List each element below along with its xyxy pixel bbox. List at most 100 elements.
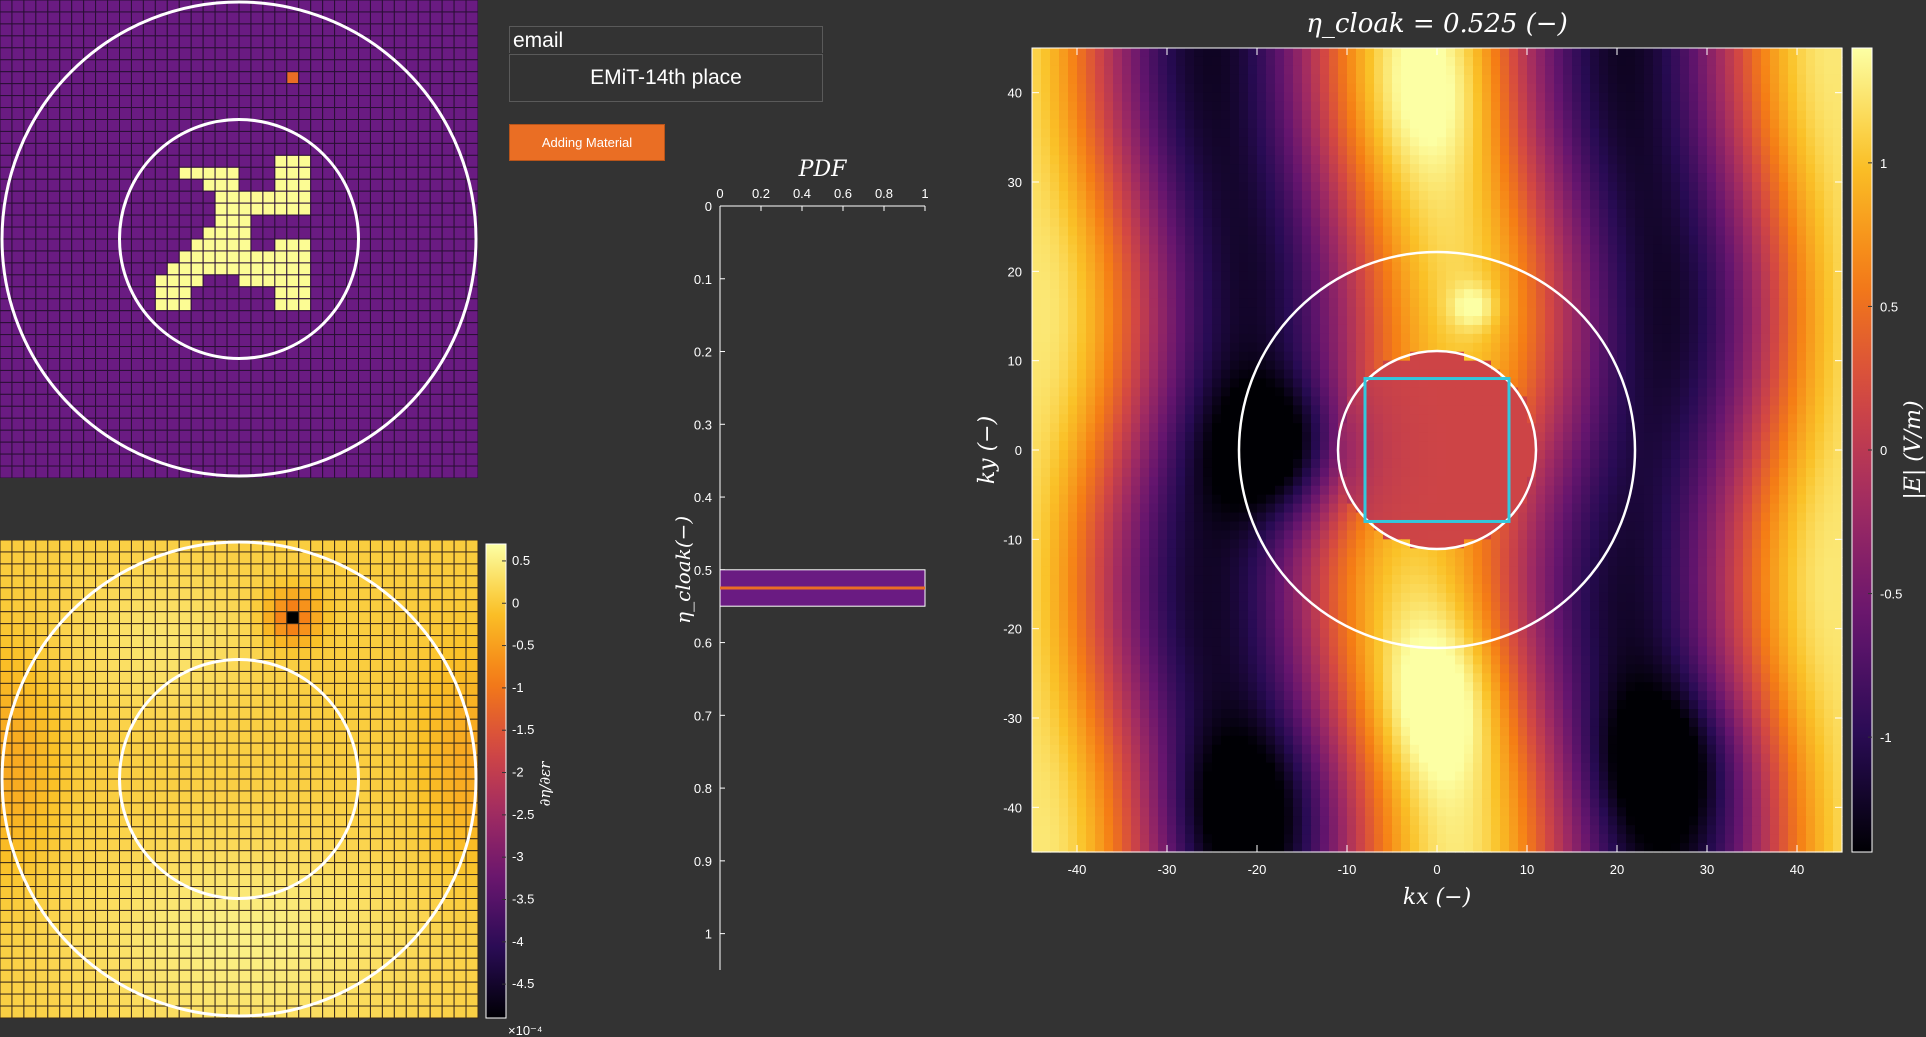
grid-cell[interactable] (441, 250, 455, 264)
grid-cell[interactable] (11, 35, 25, 49)
grid-cell[interactable] (11, 274, 25, 288)
grid-cell[interactable] (417, 441, 431, 455)
grid-cell[interactable] (310, 405, 324, 419)
grid-cell[interactable] (71, 11, 85, 25)
grid-cell[interactable] (358, 393, 371, 407)
material-cell[interactable] (214, 214, 228, 228)
grid-cell[interactable] (35, 202, 49, 216)
grid-cell[interactable] (250, 11, 264, 25)
grid-cell[interactable] (154, 381, 168, 395)
grid-cell[interactable] (95, 23, 109, 37)
grid-cell[interactable] (71, 322, 85, 336)
grid-cell[interactable] (47, 59, 61, 73)
grid-cell[interactable] (286, 310, 300, 324)
grid-cell[interactable] (250, 71, 264, 85)
grid-cell[interactable] (107, 59, 121, 73)
grid-cell[interactable] (71, 130, 85, 144)
grid-cell[interactable] (393, 35, 407, 49)
grid-cell[interactable] (346, 35, 359, 49)
grid-cell[interactable] (238, 334, 252, 348)
grid-cell[interactable] (298, 226, 312, 240)
grid-cell[interactable] (441, 465, 455, 478)
grid-cell[interactable] (83, 130, 97, 144)
grid-cell[interactable] (286, 369, 300, 383)
grid-cell[interactable] (214, 71, 228, 85)
grid-cell[interactable] (381, 310, 395, 324)
grid-cell[interactable] (429, 59, 443, 73)
grid-cell[interactable] (95, 202, 109, 216)
grid-cell[interactable] (465, 35, 478, 49)
material-cell[interactable] (262, 250, 276, 264)
grid-cell[interactable] (453, 262, 467, 276)
grid-cell[interactable] (83, 166, 97, 180)
grid-cell[interactable] (262, 59, 276, 73)
grid-cell[interactable] (226, 393, 240, 407)
grid-cell[interactable] (23, 59, 37, 73)
grid-cell[interactable] (358, 130, 371, 144)
grid-cell[interactable] (119, 346, 132, 359)
grid-cell[interactable] (71, 238, 85, 252)
grid-cell[interactable] (417, 226, 431, 240)
grid-cell[interactable] (47, 178, 61, 192)
grid-cell[interactable] (142, 334, 156, 348)
grid-cell[interactable] (214, 417, 228, 431)
grid-cell[interactable] (381, 11, 395, 25)
material-cell[interactable] (178, 262, 192, 276)
grid-cell[interactable] (142, 95, 156, 109)
material-cell[interactable] (286, 190, 300, 204)
grid-cell[interactable] (405, 23, 419, 37)
grid-cell[interactable] (334, 154, 348, 168)
grid-cell[interactable] (154, 346, 168, 359)
grid-cell[interactable] (322, 262, 336, 276)
grid-cell[interactable] (453, 274, 467, 288)
grid-cell[interactable] (142, 441, 156, 455)
grid-cell[interactable] (154, 214, 168, 228)
grid-cell[interactable] (166, 358, 180, 371)
grid-cell[interactable] (142, 23, 156, 37)
grid-cell[interactable] (202, 310, 216, 324)
grid-cell[interactable] (346, 310, 359, 324)
grid-cell[interactable] (166, 310, 180, 324)
grid-cell[interactable] (274, 429, 288, 443)
grid-cell[interactable] (23, 35, 37, 49)
material-cell[interactable] (250, 274, 264, 288)
grid-cell[interactable] (107, 322, 121, 336)
grid-cell[interactable] (0, 369, 13, 383)
grid-cell[interactable] (154, 47, 168, 61)
grid-cell[interactable] (119, 465, 132, 478)
grid-cell[interactable] (166, 346, 180, 359)
grid-cell[interactable] (250, 35, 264, 49)
grid-cell[interactable] (417, 178, 431, 192)
grid-cell[interactable] (59, 95, 73, 109)
grid-cell[interactable] (202, 83, 216, 97)
grid-cell[interactable] (381, 214, 395, 228)
material-cell[interactable] (262, 202, 276, 216)
grid-cell[interactable] (214, 441, 228, 455)
grid-cell[interactable] (381, 119, 395, 132)
grid-cell[interactable] (238, 429, 252, 443)
grid-cell[interactable] (334, 417, 348, 431)
grid-cell[interactable] (11, 107, 25, 121)
grid-cell[interactable] (405, 369, 419, 383)
grid-cell[interactable] (130, 369, 144, 383)
grid-cell[interactable] (417, 310, 431, 324)
grid-cell[interactable] (358, 405, 371, 419)
grid-cell[interactable] (83, 154, 97, 168)
grid-cell[interactable] (142, 190, 156, 204)
grid-cell[interactable] (310, 119, 324, 132)
grid-cell[interactable] (142, 166, 156, 180)
grid-cell[interactable] (0, 35, 13, 49)
grid-cell[interactable] (130, 334, 144, 348)
grid-cell[interactable] (0, 346, 13, 359)
grid-cell[interactable] (23, 262, 37, 276)
material-cell[interactable] (190, 166, 204, 180)
grid-cell[interactable] (226, 107, 240, 121)
grid-cell[interactable] (107, 286, 121, 300)
grid-cell[interactable] (119, 95, 132, 109)
grid-cell[interactable] (166, 405, 180, 419)
grid-cell[interactable] (35, 23, 49, 37)
grid-cell[interactable] (405, 119, 419, 132)
grid-cell[interactable] (23, 178, 37, 192)
grid-cell[interactable] (298, 417, 312, 431)
grid-cell[interactable] (346, 417, 359, 431)
